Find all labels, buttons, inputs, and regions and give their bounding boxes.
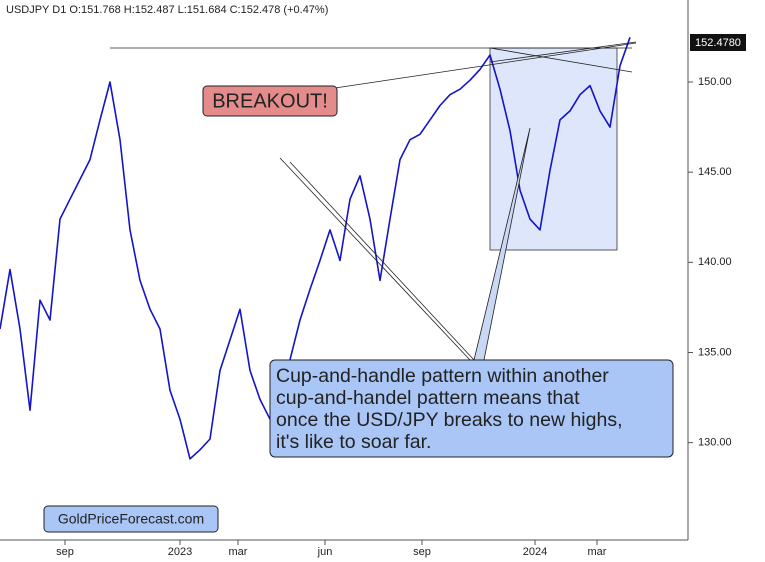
x-tick-label: sep — [413, 546, 431, 558]
annotation-box — [269, 359, 674, 458]
y-tick-label: 140.00 — [698, 256, 732, 268]
y-tick-label: 135.00 — [698, 346, 732, 358]
x-tick-label: jun — [317, 546, 333, 558]
price-line — [0, 37, 631, 460]
watermark-box — [43, 505, 219, 533]
price-label: 152.4780 — [695, 37, 741, 49]
watermark: GoldPriceForecast.com — [58, 511, 204, 527]
trendlines — [110, 41, 637, 361]
annotation-line: Cup-and-handle pattern within another — [276, 365, 609, 387]
y-tick-label: 130.00 — [698, 437, 732, 449]
chart-title: USDJPY D1 O:151.768 H:152.487 L:151.684 … — [6, 4, 328, 16]
y-tick-label: 145.00 — [698, 166, 732, 178]
annotation-line: once the USD/JPY breaks to new highs, — [276, 409, 623, 431]
x-tick-label: 2023 — [168, 546, 192, 558]
price-tag — [690, 34, 746, 51]
plot — [0, 37, 631, 460]
x-tick-label: 2024 — [523, 546, 547, 558]
x-tick-label: sep — [56, 546, 74, 558]
annotation-line: cup-and-handel pattern means that — [276, 387, 580, 409]
x-tick-label: mar — [588, 546, 607, 558]
annotation-line: it's like to soar far. — [276, 431, 431, 453]
breakout-box — [202, 85, 338, 117]
x-tick-label: mar — [229, 546, 248, 558]
y-tick-label: 150.00 — [698, 76, 732, 88]
breakout-label: BREAKOUT! — [212, 90, 328, 112]
